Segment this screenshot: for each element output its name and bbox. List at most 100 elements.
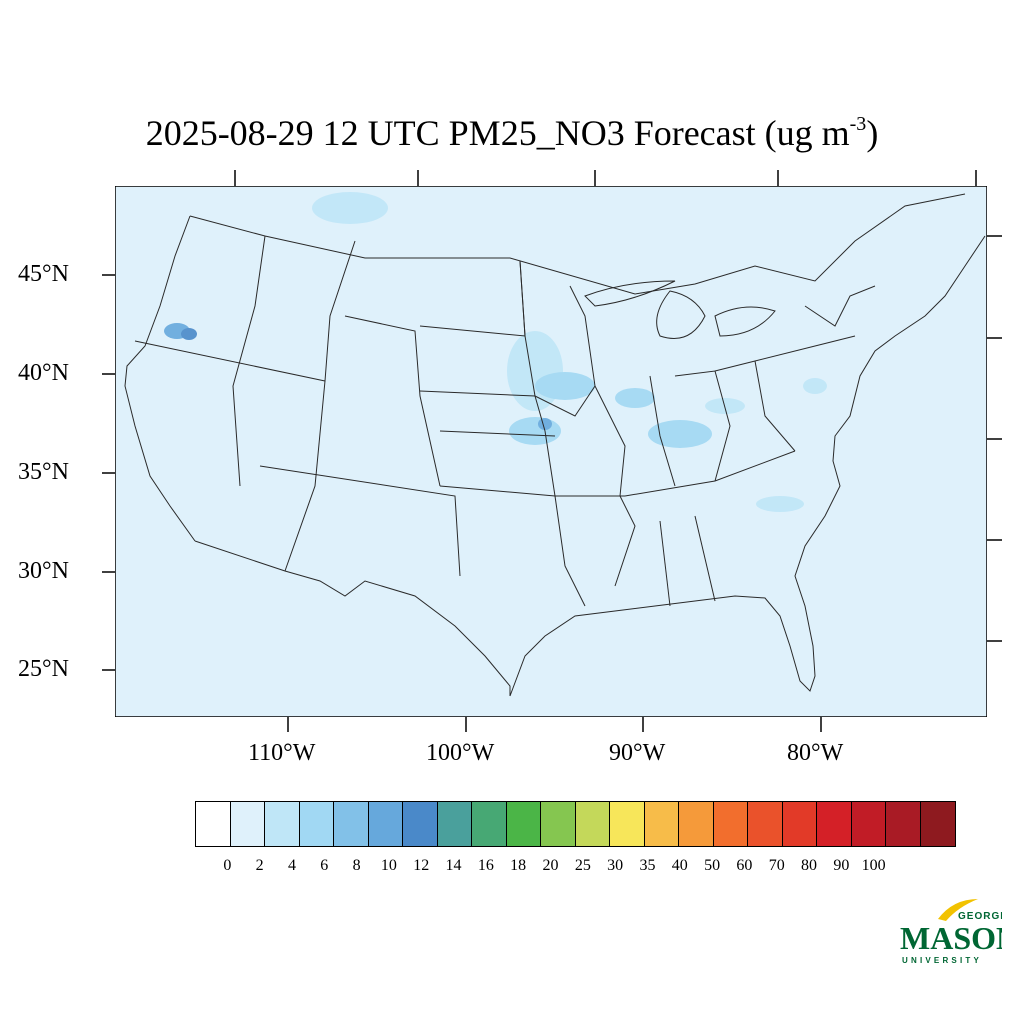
legend-swatch-5 [368, 802, 403, 846]
legend-label: 90 [833, 857, 850, 874]
legend-label: 4 [287, 857, 296, 874]
minnesota-iowa [519, 260, 596, 417]
utah-arizona-border [284, 380, 326, 572]
plume-pennsylvania [803, 378, 827, 394]
map-canvas [115, 186, 987, 717]
virginia-border [754, 360, 796, 452]
indiana-border [649, 375, 676, 487]
plume-illinois [615, 388, 655, 408]
lat-label-30: 30°N [18, 558, 69, 584]
legend-label: 16 [477, 857, 494, 874]
nevada-border [232, 235, 266, 487]
plume-indiana [648, 420, 712, 448]
legend-swatch-3 [299, 802, 334, 846]
legend-swatch-1 [230, 802, 265, 846]
svg-text:GEORGE: GEORGE [958, 911, 1002, 922]
lake-superior [584, 280, 676, 307]
map-title: 2025-08-29 12 UTC PM25_NO3 Forecast (ug … [0, 112, 1024, 154]
plume-oregon-core [181, 328, 197, 340]
four-corners-line [259, 465, 461, 577]
map-background [115, 186, 987, 717]
nebraska-kansas [419, 390, 556, 497]
legend-swatch-20 [886, 802, 921, 846]
mexico-border [194, 540, 511, 696]
plume-carolinas [756, 496, 804, 512]
lon-label-100w: 100°W [426, 740, 495, 766]
logo-gold-swoosh [938, 899, 978, 921]
legend-label: 0 [223, 857, 232, 874]
west-coast [124, 215, 196, 542]
lat-label-25: 25°N [18, 656, 69, 682]
legend-label: 8 [352, 857, 361, 874]
new-england [804, 285, 876, 327]
legend-label: 70 [768, 857, 785, 874]
legend-label: 40 [671, 857, 688, 874]
legend-swatch-17 [782, 802, 817, 846]
alabama-line [659, 520, 671, 607]
canada-border [189, 193, 966, 295]
oregon-idaho-borders [134, 240, 356, 382]
legend-swatch-4 [334, 802, 369, 846]
lon-label-110w: 110°W [248, 740, 316, 766]
legend-colorbar [195, 801, 956, 847]
svg-text:MASON: MASON [900, 920, 1002, 956]
legend-label: 20 [542, 857, 559, 874]
legend-label: 35 [639, 857, 656, 874]
legend-label: 12 [413, 857, 430, 874]
svg-text:UNIVERSITY: UNIVERSITY [902, 956, 982, 965]
ohio-border [674, 370, 731, 482]
legend-label: 18 [510, 857, 527, 874]
george-mason-logo: GEORGE MASON UNIVERSITY [900, 899, 1002, 965]
legend-swatch-10 [541, 802, 576, 846]
title-suffix: ) [866, 113, 879, 153]
lon-label-80w: 80°W [787, 740, 844, 766]
gulf-east-coast [509, 235, 986, 697]
legend-label: 80 [801, 857, 818, 874]
colorado-wyoming [344, 315, 441, 487]
lon-label-90w: 90°W [609, 740, 666, 766]
kansas-line [439, 430, 556, 437]
arkansas-louisiana [554, 495, 586, 607]
legend-swatch-8 [472, 802, 507, 846]
plume-montana [312, 192, 388, 224]
lat-label-45: 45°N [18, 261, 69, 287]
legend-swatch-6 [403, 802, 438, 846]
georgia-line [694, 515, 716, 602]
legend-label: 60 [736, 857, 753, 874]
plume-kansas-city-core [538, 418, 552, 430]
forecast-map [115, 186, 987, 717]
legend-swatch-12 [610, 802, 645, 846]
legend-swatch-15 [713, 802, 748, 846]
legend-label: 6 [320, 857, 329, 874]
legend-swatch-19 [851, 802, 886, 846]
legend-swatch-18 [817, 802, 852, 846]
legend-label: 10 [380, 857, 397, 874]
lat-label-35: 35°N [18, 459, 69, 485]
legend-label: 14 [445, 857, 462, 874]
pennsylvania-ny [714, 335, 856, 372]
legend-swatch-2 [265, 802, 300, 846]
title-main: 2025-08-29 12 UTC PM25_NO3 Forecast (ug … [145, 113, 850, 153]
legend-swatch-13 [644, 802, 679, 846]
legend-swatch-16 [748, 802, 783, 846]
legend-swatch-14 [679, 802, 714, 846]
legend-label: 50 [704, 857, 721, 874]
concentration-plumes [164, 192, 827, 512]
plume-iowa-center [535, 372, 595, 400]
legend-label: 2 [255, 857, 264, 874]
legend-swatch-9 [506, 802, 541, 846]
legend-swatch-0 [196, 802, 231, 846]
legend-swatch-7 [437, 802, 472, 846]
lat-label-40: 40°N [18, 360, 69, 386]
legend-label: 100 [861, 857, 886, 874]
mississippi-river [594, 385, 636, 587]
legend-label: 25 [574, 857, 591, 874]
lake-michigan [656, 290, 706, 339]
legend-swatch-11 [575, 802, 610, 846]
lake-erie [714, 306, 776, 337]
title-exponent: -3 [849, 113, 867, 135]
legend-swatch-21 [920, 802, 955, 846]
legend-label: 30 [607, 857, 624, 874]
plume-kansas-city [509, 417, 561, 445]
boundaries [124, 193, 986, 697]
